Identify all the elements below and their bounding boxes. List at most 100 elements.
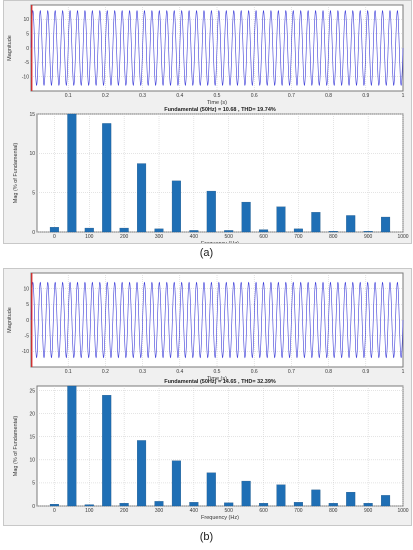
- a-spectrum-bar-750hz: [311, 212, 321, 233]
- a-spectrum-y-tick-label: 0: [32, 230, 35, 236]
- b-time-x-tick-label: 0.4: [176, 369, 183, 375]
- b-spectrum-bar-950hz: [381, 495, 391, 507]
- a-spectrum-bar-450hz: [206, 190, 216, 233]
- b-spectrum-x-tick-label: 400: [190, 508, 199, 514]
- b-spectrum-bar-850hz: [346, 491, 356, 507]
- a-spectrum-bar-150hz: [102, 123, 112, 233]
- a-time-x-tick-label: 0.8: [325, 93, 332, 99]
- figure-panel-b: 0.1 0.2 0.3 0.4 0.5 0.6 0.7 0.8 0.9 1 10 5 0 -5 -10 Tim…: [3, 268, 412, 526]
- b-spectrum-x-tick-label: 900: [364, 508, 373, 514]
- a-time-x-axis-label: Time (s): [207, 100, 227, 106]
- a-spectrum-x-tick-label: 200: [120, 234, 129, 240]
- a-time-x-tick-label: 0.5: [214, 93, 221, 99]
- figure-panel-a: 0.1 0.2 0.3 0.4 0.5 0.6 0.7 0.8 0.9 1 10 5 0 -5 -10 Tim…: [3, 0, 412, 247]
- b-time-y-tick-label: -10: [22, 349, 29, 355]
- a-spectrum-x-tick-label: 100: [85, 234, 94, 240]
- b-spectrum-x-tick-label: 300: [155, 508, 164, 514]
- b-spectrum-y-tick-label: 5: [32, 481, 35, 487]
- a-spectrum-y-tick-label: 5: [32, 190, 35, 196]
- figure-a-svg: 0.1 0.2 0.3 0.4 0.5 0.6 0.7 0.8 0.9 1 10 5 0 -5 -10 Tim…: [7, 4, 409, 247]
- b-spectrum-x-tick-label: 500: [225, 508, 234, 514]
- b-spectrum-bar-250hz: [137, 440, 147, 507]
- a-spectrum-x-tick-label: 700: [294, 234, 303, 240]
- b-spectrum-bar-750hz: [311, 489, 321, 507]
- b-time-x-tick-label: 0.3: [139, 369, 146, 375]
- b-spectrum-x-tick-label: 800: [329, 508, 338, 514]
- a-time-x-tick-label: 1: [402, 93, 405, 99]
- b-spectrum-bar-350hz: [171, 460, 181, 507]
- b-spectrum-bar-400hz: [189, 502, 199, 507]
- a-spectrum-bar-650hz: [276, 206, 286, 233]
- b-spectrum-bar-900hz: [363, 503, 373, 507]
- b-spectrum-bar-800hz: [328, 503, 338, 507]
- b-time-x-tick-label: 0.1: [65, 369, 72, 375]
- b-time-y-tick-label: 5: [26, 302, 29, 308]
- a-time-waveform-line: [30, 10, 404, 86]
- b-spectrum-bar-550hz: [241, 480, 251, 507]
- b-time-x-tick-label: 0.2: [102, 369, 109, 375]
- b-time-x-tick-label: 0.7: [288, 369, 295, 375]
- a-spectrum-bar-250hz: [137, 163, 147, 233]
- caption-b: (b): [199, 531, 214, 543]
- b-time-x-tick-label: 0.8: [325, 369, 332, 375]
- b-spectrum-y-tick-label: 10: [29, 458, 35, 464]
- b-spectrum-x-axis-label: Frequency (Hz): [201, 515, 239, 521]
- a-spectrum-bar-550hz: [241, 201, 251, 233]
- a-spectrum-bar-700hz: [293, 228, 303, 233]
- b-time-x-tick-label: 0.5: [214, 369, 221, 375]
- b-time-x-tick-label: 0.6: [251, 369, 258, 375]
- b-spectrum-y-axis-label: Mag (% of Fundamental): [13, 416, 19, 477]
- b-spectrum-bar-150hz: [102, 395, 112, 507]
- a-spectrum-x-tick-label: 400: [190, 234, 199, 240]
- b-time-x-axis-label: Time (s): [207, 376, 227, 382]
- b-spectrum-x-tick-label: 200: [120, 508, 129, 514]
- a-spectrum-x-tick-label: 900: [364, 234, 373, 240]
- a-spectrum-x-tick-label: 300: [155, 234, 164, 240]
- a-spectrum-chart-title: Fundamental (50Hz) = 10.68 , THD= 19.74%: [164, 107, 276, 113]
- caption-a: (a): [199, 247, 214, 259]
- a-spectrum-bar-200hz: [119, 227, 129, 233]
- a-time-x-tick-label: 0.9: [362, 93, 369, 99]
- a-time-x-tick-label: 0.4: [176, 93, 183, 99]
- b-spectrum-bar-650hz: [276, 484, 286, 507]
- a-spectrum-bar-600hz: [259, 229, 269, 233]
- a-time-y-tick-label: -10: [22, 74, 29, 80]
- a-time-x-tick-label: 0.3: [139, 93, 146, 99]
- a-spectrum-bar-950hz: [381, 216, 391, 233]
- a-spectrum-bar-900hz: [363, 231, 373, 233]
- b-time-y-tick-label: -5: [25, 333, 30, 339]
- a-spectrum-bar-300hz: [154, 228, 164, 233]
- b-spectrum-bar-50hz: [67, 385, 77, 507]
- a-spectrum-x-tick-label: 800: [329, 234, 338, 240]
- b-spectrum-bar-600hz: [259, 503, 269, 507]
- a-spectrum-bar-850hz: [346, 215, 356, 233]
- b-time-y-axis-label: Magnitude: [7, 307, 13, 333]
- a-time-x-tick-label: 0.7: [288, 93, 295, 99]
- a-spectrum-bar-800hz: [328, 231, 338, 233]
- b-spectrum-x-tick-label: 700: [294, 508, 303, 514]
- a-spectrum-bar-400hz: [189, 230, 199, 233]
- b-spectrum-x-tick-label: 100: [85, 508, 94, 514]
- b-spectrum-bar-500hz: [224, 502, 234, 507]
- a-spectrum-x-tick-label: 600: [259, 234, 268, 240]
- a-spectrum-x-tick-label: 0: [53, 234, 56, 240]
- a-time-x-tick-label: 0.6: [251, 93, 258, 99]
- a-time-y-tick-label: -5: [25, 60, 30, 66]
- a-spectrum-bar-0hz: [49, 227, 59, 233]
- a-time-y-tick-label: 0: [26, 46, 29, 52]
- a-spectrum-bar-50hz: [67, 113, 77, 233]
- b-spectrum-x-tick-label: 0: [53, 508, 56, 514]
- figure-b-svg: 0.1 0.2 0.3 0.4 0.5 0.6 0.7 0.8 0.9 1 10 5 0 -5 -10 Tim…: [7, 272, 409, 521]
- b-time-waveform-line: [30, 281, 404, 359]
- a-time-x-tick-label: 0.2: [102, 93, 109, 99]
- a-spectrum-x-axis-label: Frequency (Hz): [201, 241, 239, 243]
- a-spectrum-y-tick-label: 15: [29, 112, 35, 118]
- b-time-x-tick-label: 0.9: [362, 369, 369, 375]
- a-spectrum-bar-350hz: [171, 180, 181, 233]
- b-spectrum-y-tick-label: 15: [29, 435, 35, 441]
- a-spectrum-bar-500hz: [224, 230, 234, 233]
- a-spectrum-x-tick-label: 500: [225, 234, 234, 240]
- b-spectrum-y-tick-label: 0: [32, 504, 35, 510]
- b-spectrum-y-tick-label: 20: [29, 411, 35, 417]
- a-spectrum-y-tick-label: 10: [29, 151, 35, 157]
